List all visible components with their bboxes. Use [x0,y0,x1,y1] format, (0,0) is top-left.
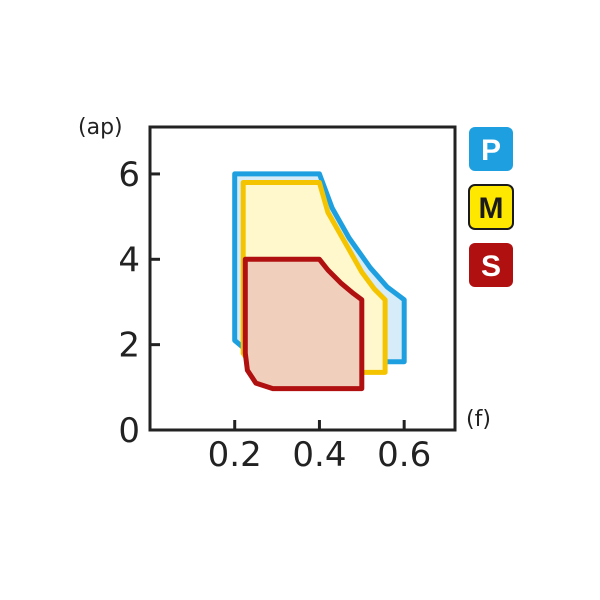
x-tick-label: 0.2 [208,435,262,475]
y-tick-label: 4 [118,240,140,280]
axis-ticks: 0.2 0.4 0.6 0 2 4 6 [118,155,431,475]
regions [232,171,407,392]
legend-badge-P: P [469,127,513,171]
plot-frame [148,125,457,432]
legend: PMS [468,127,514,287]
legend-label: P [481,134,501,167]
x-axis-label: (f) [466,407,491,432]
y-tick-label: 6 [118,155,140,195]
y-tick-label: 0 [118,411,140,451]
region-S [242,256,365,392]
legend-badge-M: M [468,184,514,230]
x-tick-label: 0.6 [377,435,431,475]
legend-label: M [479,192,504,225]
legend-badge-S: S [469,243,513,287]
legend-label: S [481,250,501,283]
y-axis-label: (ap) [78,115,123,140]
y-tick-label: 2 [118,326,140,366]
x-tick-label: 0.4 [292,435,346,475]
